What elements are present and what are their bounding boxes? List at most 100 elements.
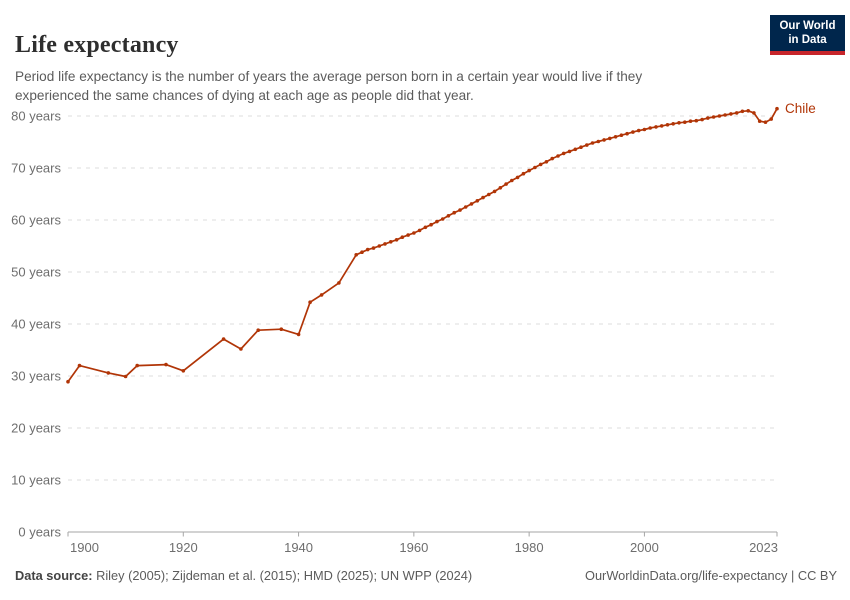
data-point-marker[interactable] [256, 328, 261, 333]
data-point-marker[interactable] [123, 374, 128, 379]
data-point-marker[interactable] [406, 233, 410, 237]
data-point-marker[interactable] [746, 109, 750, 113]
data-point-marker[interactable] [308, 300, 312, 305]
data-point-marker[interactable] [371, 246, 376, 250]
data-point-marker[interactable] [487, 192, 491, 197]
series-line-chile[interactable] [67, 108, 778, 383]
data-point-marker[interactable] [596, 139, 601, 144]
data-point-marker[interactable] [446, 214, 451, 218]
data-point-marker[interactable] [365, 247, 370, 252]
data-point-marker[interactable] [763, 120, 768, 124]
x-tick-label: 2000 [630, 540, 659, 555]
data-point-marker[interactable] [573, 147, 578, 152]
data-point-marker[interactable] [423, 225, 428, 230]
data-point-marker[interactable] [757, 119, 762, 123]
data-point-marker[interactable] [66, 379, 70, 384]
data-point-marker[interactable] [752, 111, 756, 115]
data-point-marker[interactable] [417, 228, 422, 233]
data-point-marker[interactable] [608, 136, 612, 141]
data-point-marker[interactable] [106, 371, 111, 375]
data-point-marker[interactable] [533, 165, 537, 170]
data-point-marker[interactable] [337, 281, 341, 285]
data-point-marker[interactable] [561, 151, 566, 156]
data-point-marker[interactable] [354, 253, 359, 257]
owid-logo[interactable]: Our World in Data [770, 15, 845, 55]
data-point-marker[interactable] [475, 199, 480, 203]
data-point-marker[interactable] [642, 127, 647, 132]
data-point-marker[interactable] [77, 363, 82, 368]
data-point-marker[interactable] [711, 115, 716, 119]
y-tick-label: 0 years [18, 525, 61, 540]
data-point-marker[interactable] [613, 135, 618, 139]
data-point-marker[interactable] [498, 186, 503, 190]
data-point-marker[interactable] [412, 231, 416, 235]
y-tick-label: 60 years [11, 213, 61, 228]
data-point-marker[interactable] [458, 208, 462, 212]
data-point-marker[interactable] [694, 118, 699, 123]
data-point-marker[interactable] [452, 210, 457, 215]
data-point-marker[interactable] [481, 195, 485, 200]
data-point-marker[interactable] [279, 327, 284, 332]
owid-footer-link[interactable]: OurWorldinData.org/life-expectancy | CC … [584, 568, 837, 583]
data-point-marker[interactable] [463, 205, 468, 209]
data-point-marker[interactable] [700, 117, 704, 122]
data-point-marker[interactable] [683, 120, 687, 124]
x-tick-label: 2023 [749, 540, 778, 555]
data-point-marker[interactable] [164, 362, 168, 367]
data-point-marker[interactable] [319, 293, 324, 297]
data-point-marker[interactable] [769, 117, 773, 121]
data-point-marker[interactable] [579, 145, 583, 149]
data-point-marker[interactable] [631, 130, 635, 134]
data-point-marker[interactable] [677, 121, 681, 125]
data-point-marker[interactable] [648, 126, 652, 130]
data-point-marker[interactable] [775, 106, 779, 111]
data-point-marker[interactable] [389, 240, 393, 244]
data-point-marker[interactable] [383, 242, 387, 246]
data-point-marker[interactable] [435, 219, 439, 224]
data-point-marker[interactable] [492, 189, 497, 194]
data-point-marker[interactable] [550, 156, 554, 161]
data-point-marker[interactable] [567, 149, 572, 154]
data-point-marker[interactable] [377, 244, 382, 248]
data-point-marker[interactable] [521, 171, 526, 176]
data-point-marker[interactable] [538, 162, 543, 167]
data-point-marker[interactable] [706, 116, 710, 120]
data-point-marker[interactable] [590, 141, 595, 145]
data-point-marker[interactable] [717, 114, 722, 118]
data-point-marker[interactable] [734, 111, 739, 115]
data-point-marker[interactable] [625, 131, 629, 136]
data-point-marker[interactable] [636, 128, 641, 133]
data-point-marker[interactable] [296, 332, 301, 337]
data-point-marker[interactable] [544, 160, 549, 164]
data-point-marker[interactable] [585, 143, 589, 147]
data-point-marker[interactable] [671, 122, 675, 126]
data-point-marker[interactable] [135, 363, 139, 368]
data-point-marker[interactable] [360, 250, 364, 254]
data-point-marker[interactable] [527, 168, 531, 173]
data-point-marker[interactable] [654, 125, 658, 129]
data-point-marker[interactable] [504, 182, 508, 186]
data-point-marker[interactable] [469, 202, 474, 206]
data-point-marker[interactable] [510, 178, 514, 183]
y-tick-label: 50 years [11, 265, 61, 280]
data-point-marker[interactable] [440, 217, 445, 221]
data-point-marker[interactable] [394, 238, 399, 242]
data-point-marker[interactable] [740, 109, 745, 114]
data-point-marker[interactable] [665, 123, 670, 127]
series-label-chile[interactable]: Chile [785, 101, 816, 116]
data-point-marker[interactable] [400, 235, 405, 239]
data-point-marker[interactable] [659, 124, 664, 128]
data-point-marker[interactable] [181, 369, 186, 373]
data-point-marker[interactable] [602, 138, 606, 142]
data-point-marker[interactable] [723, 113, 727, 117]
data-point-marker[interactable] [221, 337, 226, 341]
data-point-marker[interactable] [429, 222, 433, 227]
y-tick-label: 20 years [11, 421, 61, 436]
data-point-marker[interactable] [729, 112, 733, 116]
data-point-marker[interactable] [688, 119, 693, 123]
data-point-marker[interactable] [515, 175, 520, 180]
data-point-marker[interactable] [556, 154, 560, 158]
data-point-marker[interactable] [619, 133, 624, 137]
data-point-marker[interactable] [239, 347, 243, 351]
